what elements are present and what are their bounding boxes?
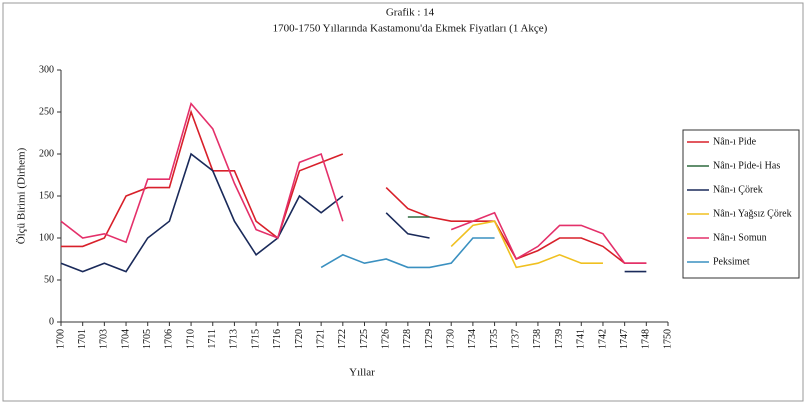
y-axis-label: Ölçü Birimi (Dirhem) [16,147,28,244]
y-tick-label: 100 [39,232,54,243]
x-tick-label: 1739 [554,329,565,349]
x-tick-label: 1737 [511,329,522,349]
y-tick-label: 150 [39,190,54,201]
x-tick-label: 1722 [337,329,348,349]
series-line [60,152,647,273]
x-tick-label: 1700 [55,329,66,349]
y-tick-label: 50 [44,274,54,285]
x-tick-label: 1716 [272,329,283,349]
legend-box [682,129,800,279]
x-tick-label: 1730 [446,329,457,349]
chart-title: Grafik : 14 [386,7,435,19]
x-tick-label: 1715 [250,329,261,349]
x-tick-label: 1720 [294,329,305,349]
series-line [61,109,647,264]
x-tick-label: 1728 [402,329,413,349]
x-tick-label: 1725 [359,329,370,349]
y-tick-label: 250 [39,106,54,117]
legend-label: Nân-ı Yağsız Çörek [713,208,792,219]
x-tick-label: 1742 [597,329,608,349]
legend-label: Nân-ı Pide [713,136,757,147]
x-tick-label: 1710 [185,329,196,349]
x-tick-label: 1711 [207,329,218,349]
x-tick-label: 1729 [424,329,435,349]
series-line [320,237,495,269]
x-tick-label: 1705 [142,329,153,349]
x-tick-label: 1701 [77,329,88,349]
x-tick-label: 1750 [662,329,673,349]
x-tick-label: 1704 [120,329,131,349]
chart-subtitle: 1700-1750 Yıllarında Kastamonu'da Ekmek … [273,23,548,35]
x-tick-label: 1706 [164,329,175,349]
x-tick-label: 1726 [380,329,391,349]
legend-label: Nân-ı Pide-i Has [713,160,780,171]
x-axis-label: Yıllar [349,367,375,379]
x-tick-label: 1735 [489,329,500,349]
x-tick-label: 1748 [641,329,652,349]
y-tick-label: 300 [39,64,54,75]
legend-label: Nân-ı Çörek [713,184,763,195]
x-tick-label: 1721 [315,329,326,349]
series-line [450,220,603,269]
x-tick-label: 1741 [576,329,587,349]
series-line [60,101,647,264]
legend-label: Nân-ı Somun [713,232,767,243]
x-tick-label: 1703 [99,329,110,349]
y-tick-label: 0 [49,316,54,327]
y-tick-label: 200 [39,148,54,159]
x-tick-label: 1738 [532,329,543,349]
x-tick-label: 1747 [619,329,630,349]
legend-label: Peksimet [713,256,750,267]
x-tick-label: 1734 [467,329,478,349]
x-tick-label: 1713 [229,329,240,349]
